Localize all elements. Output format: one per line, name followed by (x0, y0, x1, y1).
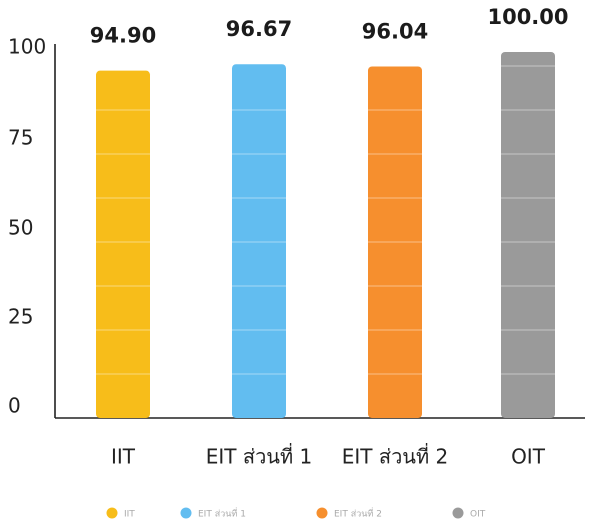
y-tick-label: 75 (8, 126, 33, 150)
bar-group (96, 70, 150, 418)
legend-marker (106, 507, 118, 519)
legend-item: EIT ส่วนที่ 2 (316, 507, 382, 520)
legend: IIT EIT ส่วนที่ 1 EIT ส่วนที่ 2 OIT (106, 507, 486, 520)
bar (232, 64, 286, 418)
x-tick-label: OIT (511, 445, 546, 469)
bars (96, 52, 555, 419)
legend-label: OIT (470, 510, 486, 520)
value-label: 96.04 (362, 19, 428, 43)
legend-item: OIT (452, 507, 486, 520)
legend-item: IIT (106, 507, 135, 520)
bar (368, 66, 422, 419)
y-tick-label: 50 (8, 216, 33, 240)
x-tick-labels: IIT EIT ส่วนที่ 1 EIT ส่วนที่ 2 OIT (111, 443, 546, 469)
bar (501, 52, 555, 418)
value-label: 96.67 (226, 17, 292, 41)
bar-group (232, 64, 286, 418)
bar-group (501, 52, 555, 418)
value-labels: 94.90 96.67 96.04 100.00 (90, 5, 569, 48)
legend-label: IIT (124, 510, 135, 520)
legend-label: EIT ส่วนที่ 1 (198, 507, 246, 520)
y-tick-label: 100 (8, 35, 46, 59)
x-tick-label: EIT ส่วนที่ 2 (342, 443, 448, 469)
y-tick-labels: 0 25 50 75 100 (8, 35, 46, 418)
legend-marker (180, 507, 192, 519)
legend-item: EIT ส่วนที่ 1 (180, 507, 246, 520)
legend-label: EIT ส่วนที่ 2 (334, 507, 382, 520)
bar-group (368, 66, 422, 419)
legend-marker (452, 507, 464, 519)
x-tick-label: EIT ส่วนที่ 1 (206, 443, 312, 469)
y-tick-label: 0 (8, 394, 21, 418)
value-label: 94.90 (90, 24, 156, 48)
y-tick-label: 25 (8, 305, 33, 329)
bar (96, 70, 150, 418)
x-tick-label: IIT (111, 445, 136, 469)
value-label: 100.00 (487, 5, 568, 29)
legend-marker (316, 507, 328, 519)
